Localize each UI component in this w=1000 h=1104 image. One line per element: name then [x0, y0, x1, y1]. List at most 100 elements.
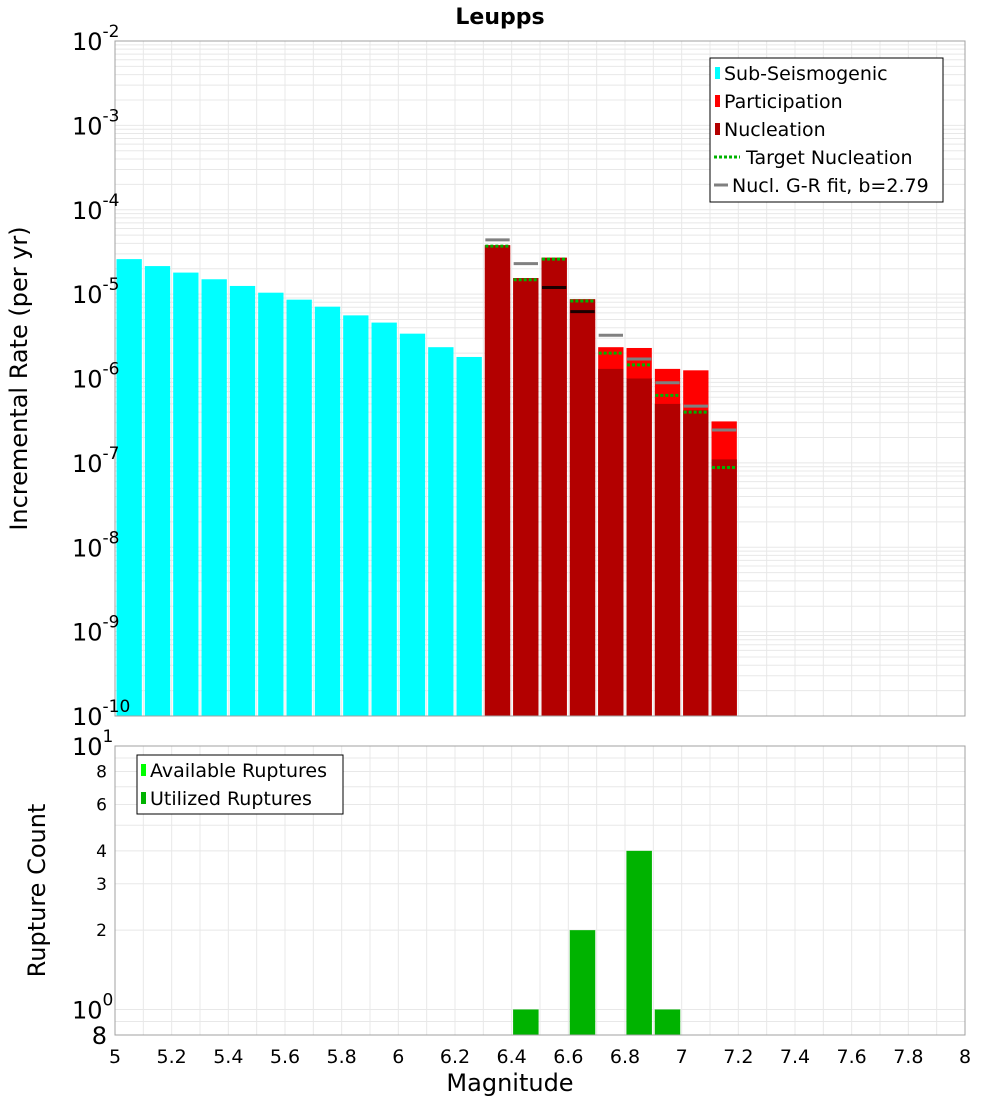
bottom-y-tick-label: 2 [96, 921, 107, 941]
utilized-ruptures-bar [513, 1009, 539, 1035]
utilized-ruptures-bar [654, 1009, 681, 1035]
x-tick-label: 5.4 [213, 1046, 243, 1068]
x-tick-label: 6.4 [497, 1046, 527, 1068]
utilized-ruptures-bar [569, 930, 596, 1035]
tick-base: 10 [72, 619, 103, 647]
x-tick-label: 7.6 [837, 1046, 867, 1068]
tick-exponent: -6 [103, 360, 120, 380]
x-tick-label: 5.2 [157, 1046, 187, 1068]
sub-seismogenic-bar [428, 347, 454, 716]
legend-label: Participation [724, 91, 843, 113]
tick-base: 10 [72, 197, 103, 225]
x-tick-label: 7.2 [723, 1046, 753, 1068]
nucleation-bar [654, 403, 681, 716]
top-y-tick-label: 10-8 [72, 528, 120, 562]
x-axis-label: Magnitude [446, 1069, 573, 1097]
tick-base: 10 [72, 450, 103, 478]
chart-title: Leupps [455, 5, 544, 30]
tick-base: 10 [72, 28, 103, 56]
legend-swatch [141, 792, 146, 804]
legend-label: Available Ruptures [150, 760, 327, 782]
top-legend-box [709, 57, 944, 203]
x-tick-label: 7.4 [780, 1046, 810, 1068]
bottom-y-tick-label: 8 [96, 763, 107, 783]
legend-label: Nucleation [724, 119, 826, 141]
top-y-tick-label: 10-7 [72, 444, 120, 478]
tick-base: 10 [72, 112, 103, 140]
bottom-y-tick-label: 101 [72, 727, 113, 761]
bottom-y-tick-label: 100 [72, 990, 113, 1024]
legend-swatch [715, 123, 720, 135]
sub-seismogenic-bar [371, 322, 397, 716]
top-plot-border [114, 40, 966, 717]
tick-exponent: 1 [103, 727, 114, 747]
top-y-tick-label: 10-9 [72, 613, 120, 647]
bottom-plot-border [114, 745, 966, 1036]
x-tick-label: 6.2 [440, 1046, 470, 1068]
top-legend: Sub-Seismogenic Participation Nucleation Ta… [709, 57, 944, 203]
nucleation-bar [683, 410, 709, 716]
legend-label: Sub-Seismogenic [724, 63, 888, 85]
sub-seismogenic-bar [343, 315, 369, 716]
utilized-ruptures-bar [626, 850, 652, 1035]
legend-label: Utilized Ruptures [150, 788, 312, 810]
tick-exponent: -5 [103, 275, 120, 295]
top-y-tick-label: 10-10 [72, 697, 130, 731]
bottom-y-axis-label: Rupture Count [23, 804, 51, 978]
x-tick-label: 7 [676, 1046, 688, 1068]
tick-base: 10 [72, 996, 103, 1024]
legend-label: Target Nucleation [745, 147, 913, 169]
x-tick-label: 6.8 [610, 1046, 640, 1068]
tick-exponent: -8 [103, 528, 120, 548]
bottom-y-tick-label: 3 [96, 875, 107, 895]
top-y-tick-label: 10-3 [72, 106, 120, 140]
legend-swatch [141, 764, 146, 776]
sub-seismogenic-bar [456, 356, 482, 716]
tick-base: 10 [72, 281, 103, 309]
tick-base: 10 [72, 366, 103, 394]
legend-swatch [715, 67, 720, 79]
sub-seismogenic-bar [173, 272, 199, 716]
x-tick-label: 6 [392, 1046, 404, 1068]
top-y-tick-label: 10-4 [72, 191, 120, 225]
sub-seismogenic-bar [286, 299, 312, 716]
tick-base: 10 [72, 733, 103, 761]
nucleation-bar [513, 278, 539, 716]
nucleation-bar [626, 378, 652, 716]
tick-exponent: -7 [103, 444, 120, 464]
sub-seismogenic-bar [399, 333, 426, 716]
x-tick-label: 8 [959, 1046, 971, 1068]
tick-exponent: -10 [103, 697, 131, 717]
x-tick-label: 7.8 [893, 1046, 923, 1068]
nucleation-bar [569, 299, 596, 716]
top-y-axis-label: Incremental Rate (per yr) [5, 226, 33, 530]
sub-seismogenic-bar [201, 279, 227, 716]
nucleation-bar [484, 245, 511, 717]
x-tick-label: 5.8 [327, 1046, 357, 1068]
top-y-tick-label: 10-5 [72, 275, 120, 309]
legend-label: Nucl. G-R fit, b=2.79 [732, 175, 929, 197]
bottom-legend-box [136, 754, 344, 815]
x-tick-label: 5 [109, 1046, 121, 1068]
tick-exponent: 0 [103, 990, 114, 1010]
tick-exponent: -3 [103, 106, 120, 126]
tick-exponent: -9 [103, 613, 120, 633]
top-y-tick-label: 10-6 [72, 360, 120, 394]
tick-exponent: -4 [103, 191, 120, 211]
bottom-y-tick-label: 4 [96, 842, 107, 862]
bottom-y-tick-label: 6 [96, 795, 107, 815]
sub-seismogenic-bar [229, 285, 256, 716]
tick-base: 10 [72, 534, 103, 562]
legend-swatch [715, 95, 720, 107]
sub-seismogenic-bar [144, 266, 171, 716]
nucleation-bar [541, 257, 567, 716]
x-tick-label: 6.6 [553, 1046, 583, 1068]
bottom-legend: Available Ruptures Utilized Ruptures [136, 754, 344, 815]
sub-seismogenic-bar [258, 292, 284, 716]
bottom-y-tick-label: 8 [92, 1022, 107, 1050]
nucleation-bar [711, 459, 737, 716]
sub-seismogenic-bar [314, 306, 341, 716]
nucleation-bar [598, 368, 624, 716]
